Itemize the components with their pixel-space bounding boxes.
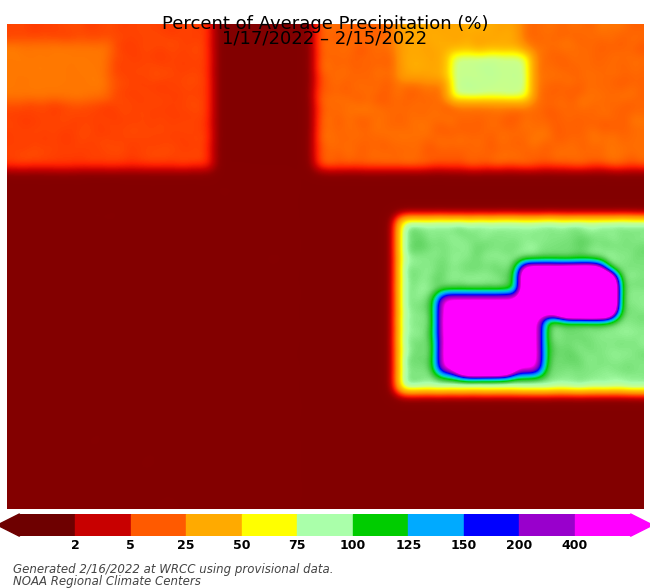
Text: 5: 5	[126, 539, 135, 552]
Text: 400: 400	[562, 539, 588, 552]
Text: Generated 2/16/2022 at WRCC using provisional data.: Generated 2/16/2022 at WRCC using provis…	[13, 563, 333, 576]
Text: 1/17/2022 – 2/15/2022: 1/17/2022 – 2/15/2022	[222, 29, 428, 48]
Bar	[20, 514, 75, 536]
Text: 125: 125	[395, 539, 421, 552]
Text: 100: 100	[340, 539, 366, 552]
Text: NOAA Regional Climate Centers: NOAA Regional Climate Centers	[13, 575, 201, 588]
Bar	[353, 514, 408, 536]
Bar	[131, 514, 186, 536]
Bar	[464, 514, 519, 536]
Text: 2: 2	[71, 539, 79, 552]
Bar	[297, 514, 353, 536]
Bar	[575, 514, 630, 536]
Text: 50: 50	[233, 539, 250, 552]
Bar	[242, 514, 297, 536]
Polygon shape	[630, 514, 650, 536]
Text: 75: 75	[289, 539, 306, 552]
Text: Percent of Average Precipitation (%): Percent of Average Precipitation (%)	[162, 15, 488, 33]
Polygon shape	[0, 514, 20, 536]
Text: 25: 25	[177, 539, 195, 552]
Text: 150: 150	[450, 539, 477, 552]
Bar	[75, 514, 131, 536]
Bar	[519, 514, 575, 536]
Text: 200: 200	[506, 539, 532, 552]
Bar	[408, 514, 464, 536]
Bar	[186, 514, 242, 536]
